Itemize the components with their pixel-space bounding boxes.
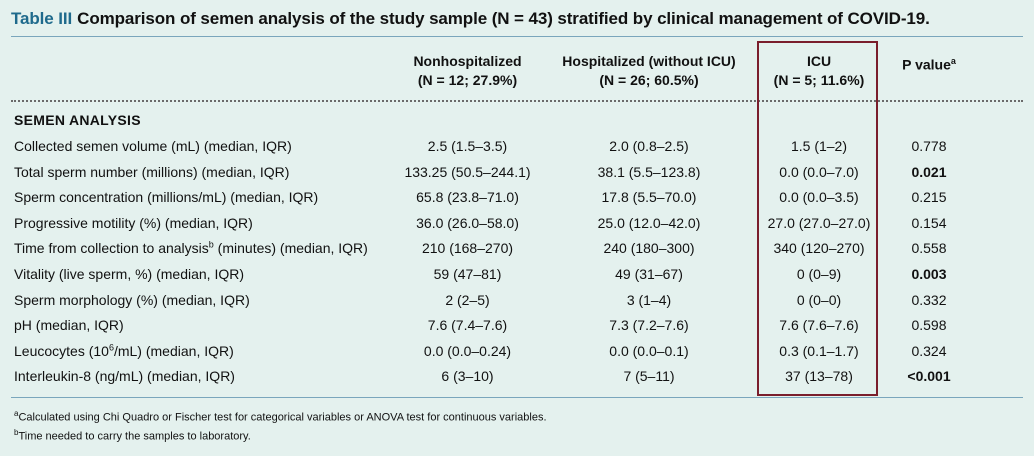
top-rule: [11, 36, 1023, 37]
table-row: pH (median, IQR) 7.6 (7.4–7.6) 7.3 (7.2–7.…: [0, 313, 1034, 338]
row-label: pH (median, IQR): [14, 317, 124, 334]
row-label: Vitality (live sperm, %) (median, IQR): [14, 266, 245, 282]
footnote-a: aCalculated using Chi Quadro or Fischer …: [14, 409, 547, 424]
table-row: Sperm concentration (millions/mL) (media…: [0, 185, 1034, 210]
cell-nonhospitalized: 0.0 (0.0–0.24): [423, 342, 512, 359]
cell-pvalue: 0.778: [911, 138, 947, 154]
row-label: Time from collection to analysisb (minut…: [14, 236, 368, 261]
cell-hospitalized: 49 (31–67): [615, 266, 683, 282]
row-label-text-suffix: (minutes) (median, IQR): [213, 240, 368, 257]
cell-icu: 0.0 (0.0–3.5): [779, 189, 859, 206]
footnote-a-mark: a: [14, 409, 19, 418]
table-row: Collected semen volume (mL) (median, IQR…: [0, 134, 1034, 159]
cell-nonhospitalized: 6 (3–10): [441, 368, 494, 385]
header-divider: [11, 100, 1023, 102]
row-label: Interleukin-8 (ng/mL) (median, IQR): [14, 368, 235, 385]
cell-icu: 0 (0–9): [796, 266, 842, 282]
header-hospitalized: Hospitalized (without ICU) (N = 26; 60.5…: [549, 52, 749, 90]
bottom-rule: [11, 397, 1023, 398]
header-hospitalized-count: (N = 26; 60.5%): [599, 72, 699, 88]
row-label: Total sperm number (millions) (median, I…: [14, 163, 290, 180]
cell-pvalue: 0.332: [911, 291, 947, 308]
header-icu-count: (N = 5; 11.6%): [773, 72, 865, 88]
cell-hospitalized: 0.0 (0.0–0.1): [609, 342, 689, 359]
row-label: Collected semen volume (mL) (median, IQR…: [14, 138, 292, 154]
cell-pvalue: 0.324: [911, 342, 947, 359]
cell-icu: 0 (0–0): [796, 291, 842, 308]
cell-pvalue: 0.021: [911, 163, 947, 180]
table-row: Sperm morphology (%) (median, IQR) 2 (2–5…: [0, 288, 1034, 313]
cell-hospitalized: 2.0 (0.8–2.5): [609, 138, 689, 154]
row-label-superscript: b: [208, 239, 214, 250]
cell-nonhospitalized: 2 (2–5): [445, 291, 490, 308]
table-row: Progressive motility (%) (median, IQR) 36…: [0, 211, 1034, 236]
cell-nonhospitalized: 36.0 (26.0–58.0): [416, 214, 519, 231]
cell-nonhospitalized: 65.8 (23.8–71.0): [416, 189, 519, 206]
cell-hospitalized: 25.0 (12.0–42.0): [597, 214, 701, 231]
header-pvalue-footnote-mark: a: [950, 56, 956, 66]
header-hospitalized-title: Hospitalized (without ICU): [562, 53, 736, 69]
cell-nonhospitalized: 59 (47–81): [433, 266, 502, 282]
cell-pvalue: 0.215: [911, 189, 947, 206]
footnote-a-text: Calculated using Chi Quadro or Fischer t…: [18, 411, 547, 424]
cell-icu: 340 (120–270): [773, 240, 865, 257]
cell-icu: 27.0 (27.0–27.0): [767, 214, 871, 231]
cell-nonhospitalized: 7.6 (7.4–7.6): [427, 317, 508, 334]
header-nonhospitalized-title: Nonhospitalized: [413, 53, 522, 69]
header-icu: ICU (N = 5; 11.6%): [758, 52, 880, 90]
cell-nonhospitalized: 210 (168–270): [421, 240, 514, 257]
cell-icu: 37 (13–78): [785, 368, 853, 385]
table-row: Total sperm number (millions) (median, I…: [0, 160, 1034, 185]
cell-nonhospitalized: 133.25 (50.5–244.1): [404, 163, 531, 180]
cell-nonhospitalized: 2.5 (1.5–3.5): [427, 138, 508, 154]
row-label: Leucocytes (106/mL) (median, IQR): [14, 339, 234, 364]
cell-icu: 1.5 (1–2): [790, 138, 848, 154]
header-pvalue-label: P value: [902, 56, 951, 73]
cell-hospitalized: 17.8 (5.5–70.0): [601, 189, 697, 206]
table-row: Time from collection to analysisb (minut…: [0, 236, 1034, 261]
row-label: Sperm concentration (millions/mL) (media…: [14, 189, 319, 206]
footnote-b-mark: b: [14, 428, 19, 437]
footnote-b-text: Time needed to carry the samples to labo…: [18, 430, 251, 443]
cell-hospitalized: 3 (1–4): [626, 291, 672, 308]
icu-column-highlight: [757, 41, 878, 396]
table-caption: Comparison of semen analysis of the stud…: [77, 9, 930, 28]
row-label-text: Leucocytes (10: [14, 342, 109, 359]
cell-hospitalized: 7 (5–11): [623, 368, 675, 385]
header-icu-title: ICU: [806, 53, 832, 69]
cell-pvalue: 0.003: [911, 266, 947, 282]
cell-hospitalized: 38.1 (5.5–123.8): [597, 163, 701, 180]
cell-pvalue: 0.598: [911, 317, 947, 334]
cell-pvalue: 0.154: [911, 214, 947, 231]
cell-pvalue: 0.558: [911, 240, 947, 257]
cell-icu: 0.0 (0.0–7.0): [779, 163, 859, 180]
cell-icu: 0.3 (0.1–1.7): [779, 342, 859, 359]
row-label: Progressive motility (%) (median, IQR): [14, 214, 253, 231]
cell-hospitalized: 7.3 (7.2–7.6): [609, 317, 689, 334]
row-label-text-suffix: /mL) (median, IQR): [113, 342, 234, 359]
cell-pvalue: <0.001: [907, 368, 951, 385]
cell-hospitalized: 240 (180–300): [603, 240, 695, 257]
table-row: Vitality (live sperm, %) (median, IQR) 59…: [0, 262, 1034, 287]
row-label: Sperm morphology (%) (median, IQR): [14, 291, 250, 308]
footnote-b: bTime needed to carry the samples to lab…: [14, 428, 251, 443]
cell-icu: 7.6 (7.6–7.6): [779, 317, 859, 334]
row-label-superscript: 6: [108, 342, 114, 353]
section-title: SEMEN ANALYSIS: [14, 112, 141, 128]
header-pvalue: P valuea: [886, 52, 972, 75]
table-title: Table III Comparison of semen analysis of…: [11, 9, 1021, 29]
table-row: Interleukin-8 (ng/mL) (median, IQR) 6 (3–…: [0, 364, 1034, 389]
header-nonhospitalized: Nonhospitalized (N = 12; 27.9%): [395, 52, 540, 90]
header-nonhospitalized-count: (N = 12; 27.9%): [417, 72, 518, 88]
row-label-text: Time from collection to analysis: [14, 240, 209, 257]
table-label: Table III: [11, 9, 73, 28]
table-row: Leucocytes (106/mL) (median, IQR) 0.0 (0.…: [0, 339, 1034, 364]
